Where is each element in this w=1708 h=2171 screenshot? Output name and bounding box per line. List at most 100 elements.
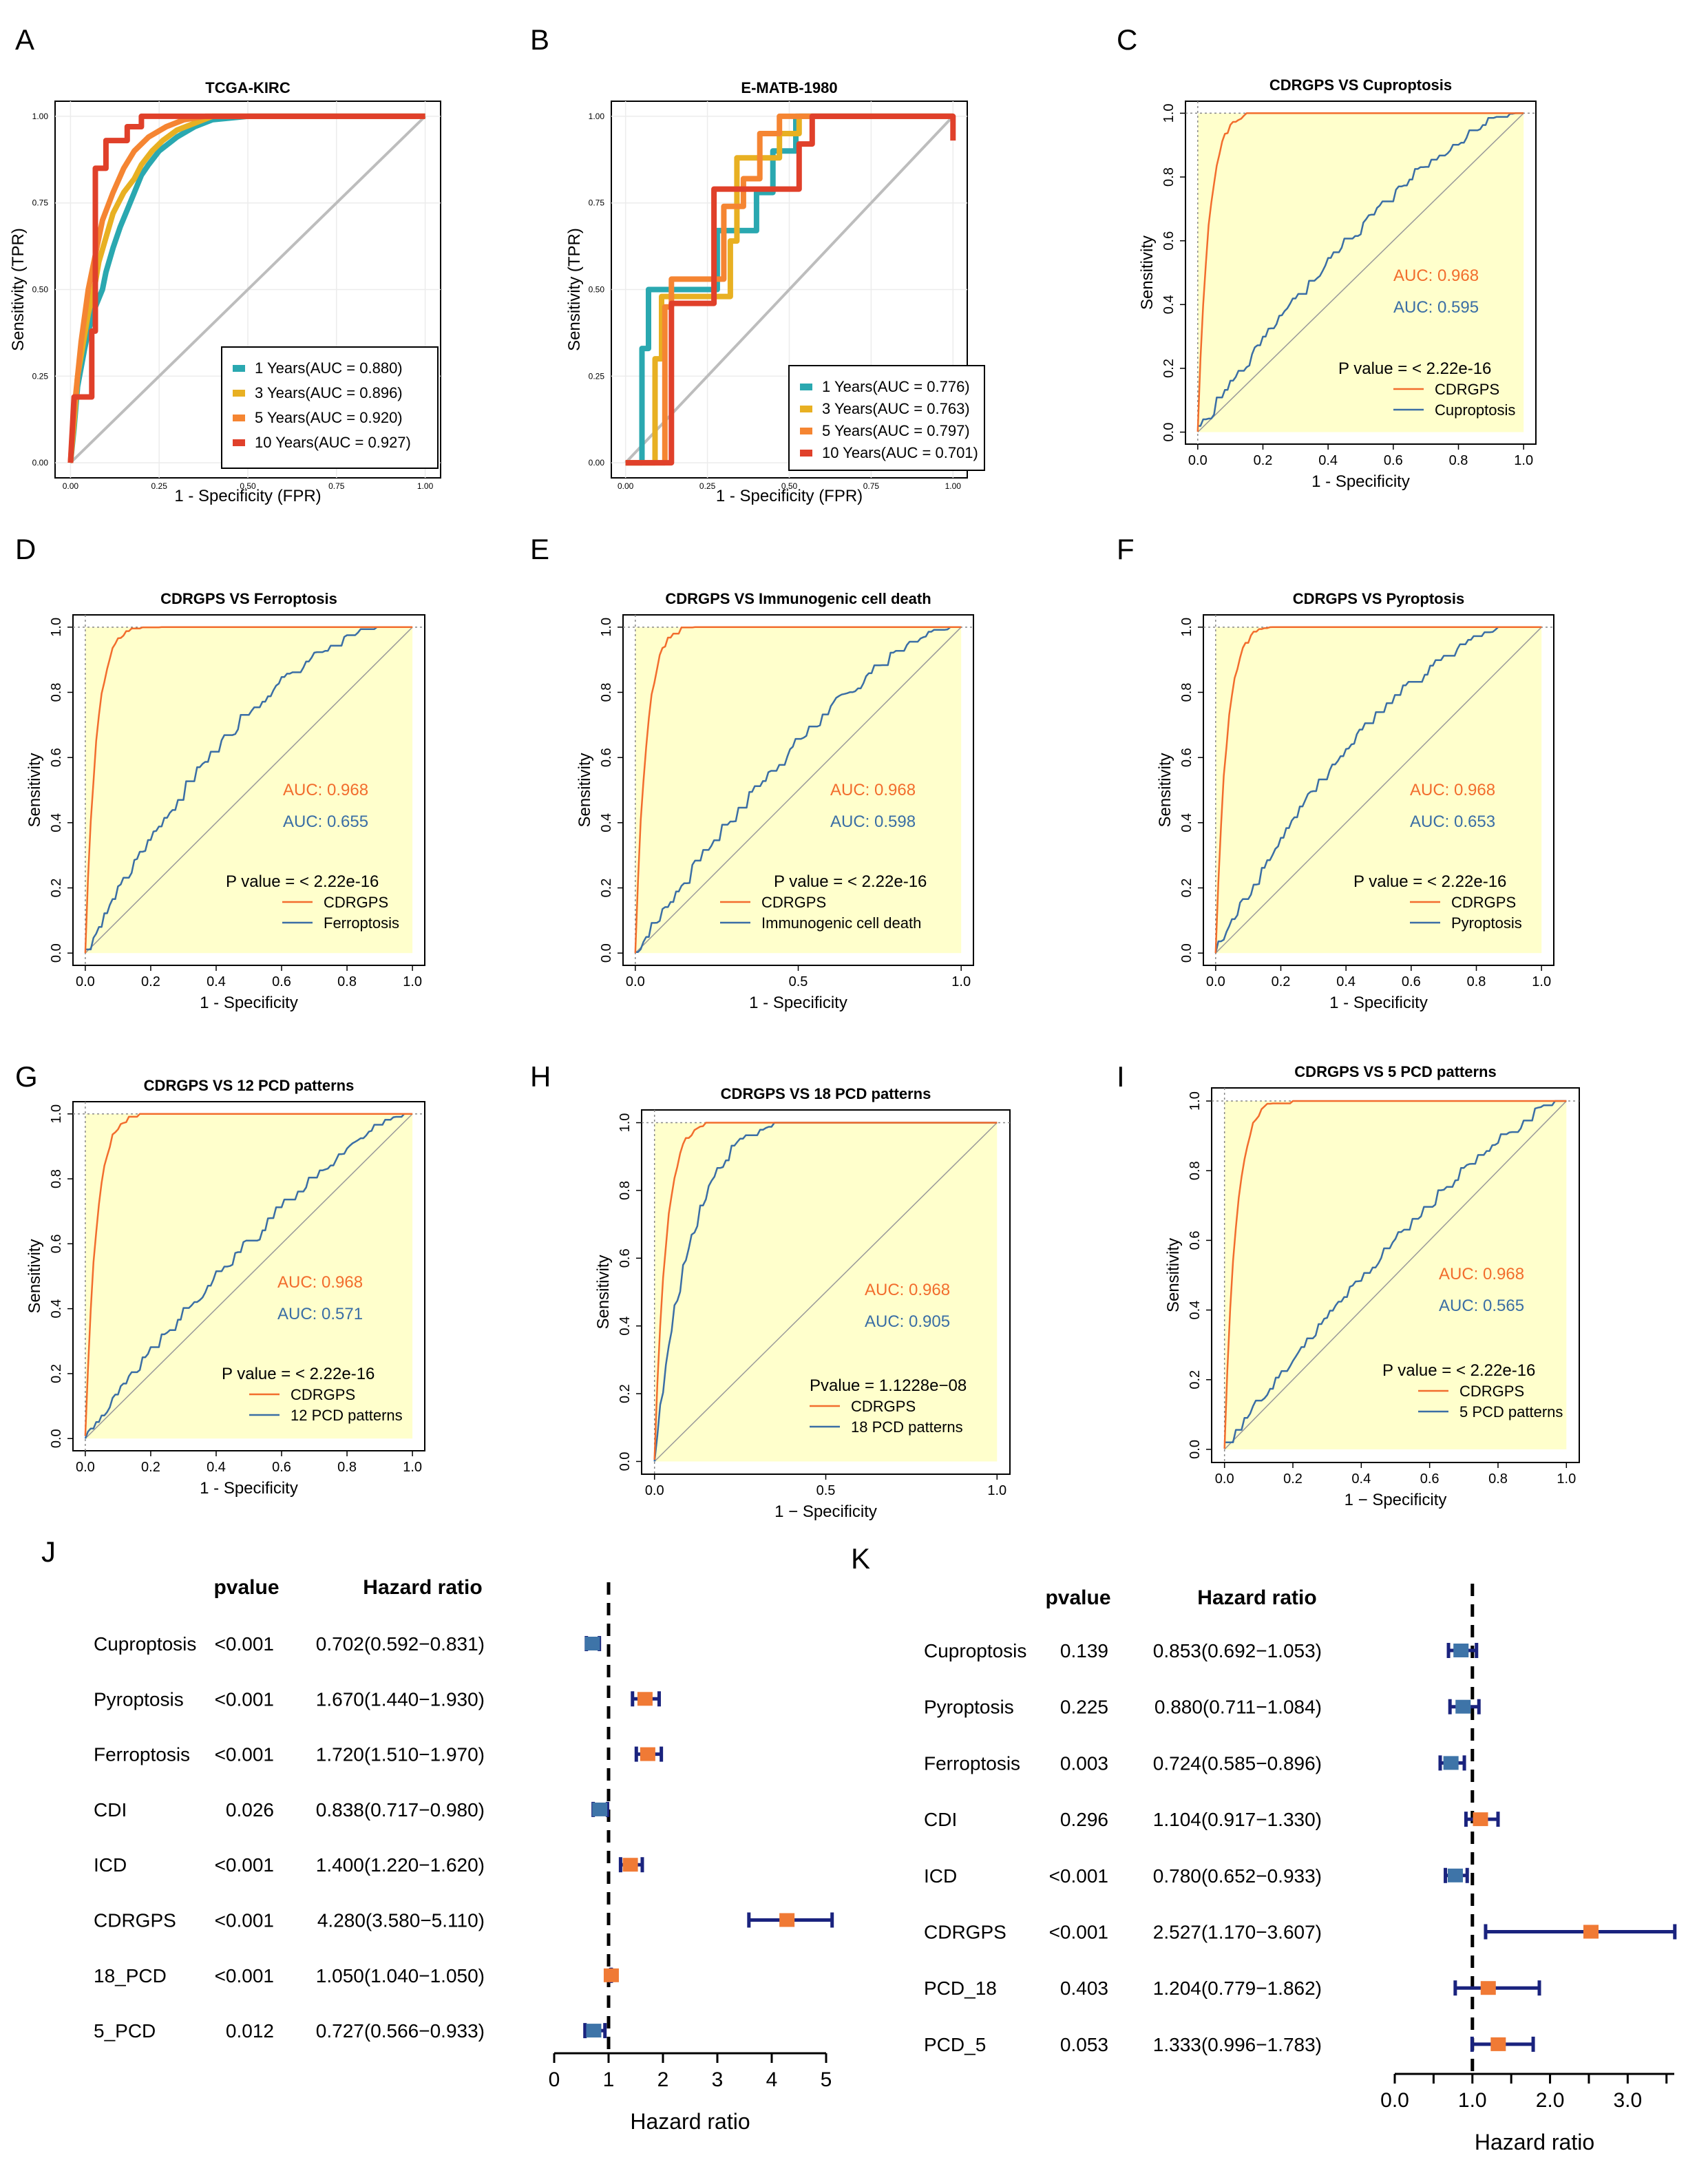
point-estimate: [1473, 1812, 1488, 1827]
row-label: Pyroptosis: [924, 1697, 1014, 1718]
legend-swatch: [800, 428, 812, 434]
panel-letter-k: K: [851, 1542, 870, 1575]
row-pvalue: <0.001: [215, 1744, 274, 1765]
x-tick-label: 0.0: [626, 974, 645, 989]
x-tick-label: 0.50: [781, 481, 798, 491]
chart-title: TCGA-KIRC: [205, 79, 291, 96]
x-tick-label: 0.50: [240, 481, 256, 491]
x-tick-label: 0.0: [645, 1483, 664, 1498]
legend-entry: CDRGPS: [291, 1386, 355, 1403]
legend-entry: 1 Years(AUC = 0.880): [255, 359, 403, 377]
y-tick-label: 1.0: [49, 1104, 64, 1124]
y-tick-label: 0.0: [1188, 1440, 1203, 1459]
row-hazard-ratio: 0.880(0.711−1.084): [1155, 1697, 1322, 1718]
legend: 1 Years(AUC = 0.776) 3 Years(AUC = 0.763)…: [788, 365, 985, 471]
forest-plot-k: pvalue Hazard ratio Cuproptosis 0.139 0.853(…: [924, 1584, 1677, 2154]
chart-panel-f: 0.0 0.2 0.4 0.6 0.8 1.0 0.0 0.2 0.4 0.6 0.8 1.0 CDRG…: [1156, 590, 1554, 1012]
legend-entry: 3 Years(AUC = 0.763): [822, 400, 970, 417]
panel-letter-d: D: [15, 533, 36, 565]
x-tick-label: 0.6: [1402, 974, 1421, 989]
y-tick-label: 1.0: [1188, 1091, 1203, 1111]
forest-row: CDRGPS <0.001 4.280(3.580−5.110): [94, 1910, 834, 1931]
forest-row: CDI 0.026 0.838(0.717−0.980): [94, 1799, 609, 1821]
y-tick-label: 0.8: [618, 1181, 633, 1200]
forest-row: PCD_18 0.403 1.204(0.779−1.862): [924, 1978, 1541, 1999]
row-label: CDI: [94, 1799, 127, 1821]
y-tick-label: 0.75: [32, 198, 49, 208]
x-tick-label: 1.00: [417, 481, 434, 491]
legend: CDRGPS 18 PCD patterns: [810, 1398, 963, 1436]
x-tick-label: 0.6: [272, 1460, 291, 1475]
y-axis-label: Sensitivity: [25, 1239, 44, 1313]
row-hazard-ratio: 0.838(0.717−0.980): [316, 1799, 485, 1821]
x-tick-label: 1: [603, 2068, 615, 2091]
y-tick-label: 0.8: [49, 1169, 64, 1188]
row-label: PCD_18: [924, 1978, 997, 1999]
roc-curve-cdrgps: [1196, 112, 1524, 432]
x-tick-label: 2.0: [1536, 2089, 1565, 2112]
chart-panel-b: 0.00 0.25 0.50 0.75 1.00 0.00 0.25 0.50 0.75 1.00…: [565, 79, 985, 505]
roc-curve-cdrgps: [653, 1122, 998, 1460]
row-label: Ferroptosis: [924, 1752, 1020, 1774]
legend-swatch: [800, 450, 812, 457]
row-hazard-ratio: 0.727(0.566−0.933): [316, 2020, 485, 2042]
chart-title: E-MATB-1980: [741, 79, 837, 96]
auc-label-cdrgps: AUC: 0.968: [283, 781, 368, 799]
chart-panel-a: 0.00 0.25 0.50 0.75 1.00 0.00 0.25 0.50 0.75 1.00…: [9, 79, 441, 505]
legend: CDRGPS 5 PCD patterns: [1418, 1383, 1563, 1420]
point-estimate: [1455, 1699, 1471, 1714]
x-tick-label: 0.2: [1283, 1471, 1303, 1487]
legend-entry: CDRGPS: [1459, 1383, 1524, 1400]
x-tick-label: 1.0: [1557, 1471, 1576, 1487]
legend-entry: CDRGPS: [1451, 894, 1516, 911]
point-estimate: [640, 1747, 655, 1761]
auc-label-cdrgps: AUC: 0.968: [1393, 266, 1479, 285]
y-tick-label: 1.00: [589, 112, 605, 121]
legend: CDRGPS 12 PCD patterns: [249, 1386, 403, 1424]
y-tick-label: 1.0: [1179, 618, 1194, 637]
x-tick-label: 0.0: [76, 974, 95, 989]
roc-curve-comparison: [635, 626, 962, 953]
row-pvalue: 0.053: [1060, 2034, 1108, 2055]
x-tick-label: 0.2: [1272, 974, 1291, 989]
x-tick-label: 0.4: [1336, 974, 1356, 989]
pvalue-label: P value = < 2.22e-16: [1382, 1361, 1535, 1380]
y-tick-label: 0.00: [32, 458, 49, 468]
x-tick-label: 1.0: [1458, 2089, 1487, 2112]
x-tick-label: 0.0: [1215, 1471, 1234, 1487]
auc-label-cdrgps: AUC: 0.968: [865, 1281, 950, 1299]
row-label: Cuproptosis: [94, 1633, 196, 1655]
y-tick-label: 0.8: [1188, 1161, 1203, 1180]
row-hazard-ratio: 1.400(1.220−1.620): [316, 1854, 485, 1876]
x-tick-label: 1.0: [403, 974, 422, 989]
y-tick-label: 0.0: [618, 1452, 633, 1471]
y-axis-label: Sensitivity: [1138, 235, 1157, 310]
auc-label-cdrgps: AUC: 0.968: [1410, 781, 1495, 799]
row-label: CDRGPS: [924, 1922, 1006, 1943]
panel-letter-a: A: [15, 23, 34, 56]
legend-swatch: [233, 365, 245, 372]
y-tick-label: 0.8: [599, 683, 614, 702]
y-tick-label: 0.2: [599, 879, 614, 898]
diagonal-reference: [85, 1113, 413, 1439]
y-tick-label: 0.6: [1179, 748, 1194, 767]
point-estimate: [1583, 1924, 1599, 1939]
x-tick-label: 0.00: [618, 481, 634, 491]
row-pvalue: <0.001: [215, 1633, 274, 1655]
x-tick-label: 0.2: [141, 974, 160, 989]
legend-entry: 5 Years(AUC = 0.797): [822, 422, 970, 439]
y-tick-label: 0.6: [618, 1248, 633, 1268]
legend-swatch: [233, 439, 245, 446]
x-tick-label: 0.25: [151, 481, 168, 491]
y-axis-label: Sensitivity (TPR): [565, 228, 584, 351]
x-tick-label: 0.8: [337, 1460, 357, 1475]
forest-row: Ferroptosis <0.001 1.720(1.510−1.970): [94, 1744, 664, 1765]
pvalue-label: P value = < 2.22e-16: [222, 1365, 375, 1383]
x-tick-label: 1.0: [1514, 453, 1533, 468]
chart-title: CDRGPS VS 12 PCD patterns: [144, 1077, 355, 1094]
y-tick-label: 0.8: [1179, 683, 1194, 702]
x-tick-label: 2: [657, 2068, 669, 2091]
roc-curve-comparison: [1197, 112, 1524, 427]
y-tick-label: 0.0: [599, 943, 614, 963]
